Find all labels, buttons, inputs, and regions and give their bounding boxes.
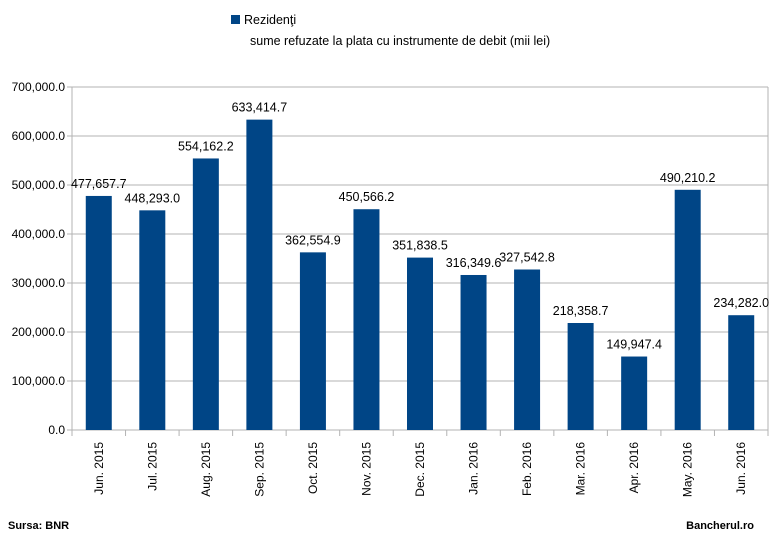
bar	[407, 257, 433, 430]
y-tick-label: 0.0	[48, 423, 65, 437]
data-label: 234,282.0	[713, 296, 769, 310]
data-label: 633,414.7	[232, 101, 288, 115]
bar	[460, 274, 487, 430]
y-tick-label: 500,000.0	[12, 178, 66, 192]
data-label: 450,566.2	[339, 190, 395, 204]
bar	[85, 195, 112, 430]
bar	[192, 158, 219, 431]
bar	[139, 210, 166, 430]
legend-swatch	[231, 15, 240, 24]
legend-series-name: Rezidenţi	[244, 13, 296, 27]
bars	[85, 119, 755, 431]
x-tick-label: Mar. 2016	[574, 442, 588, 496]
y-tick-label: 300,000.0	[12, 276, 66, 290]
y-tick-label: 200,000.0	[12, 325, 66, 339]
legend: Rezidenţi sume refuzate la plata cu inst…	[231, 13, 550, 48]
x-tick-label: Aug. 2015	[199, 442, 213, 497]
y-tick-label: 100,000.0	[12, 374, 66, 388]
data-label: 362,554.9	[285, 233, 341, 247]
legend-subtitle: sume refuzate la plata cu instrumente de…	[250, 34, 550, 48]
bar	[514, 269, 541, 430]
x-tick-label: Jul. 2015	[145, 442, 159, 491]
x-tick-label: Dec. 2015	[413, 442, 427, 497]
bar	[621, 356, 648, 430]
bar	[674, 189, 701, 430]
x-tick-label: Apr. 2016	[627, 442, 641, 494]
data-label: 477,657.7	[71, 177, 127, 191]
bar	[299, 252, 326, 430]
bar	[246, 119, 273, 430]
y-axis: 0.0 100,000.0 200,000.0 300,000.0 400,000.0 5…	[12, 80, 72, 437]
x-tick-label: Jun. 2016	[734, 442, 748, 495]
gridlines	[71, 86, 769, 431]
data-label: 490,210.2	[660, 171, 716, 185]
x-tick-label: Nov. 2015	[359, 442, 373, 496]
data-label: 316,349.6	[446, 256, 502, 270]
y-tick-label: 600,000.0	[12, 129, 66, 143]
data-label: 448,293.0	[125, 191, 181, 205]
y-tick-label: 400,000.0	[12, 227, 66, 241]
bar	[353, 209, 380, 430]
x-tick-label: Feb. 2016	[520, 442, 534, 496]
source-note: Sursa: BNR	[8, 520, 70, 532]
x-axis: Jun. 2015 Jul. 2015 Aug. 2015 Sep. 2015 Oct.…	[71, 430, 769, 497]
x-tick-label: Oct. 2015	[306, 442, 320, 494]
bar	[728, 315, 755, 430]
bar	[567, 323, 594, 430]
x-tick-label: Sep. 2015	[252, 442, 266, 497]
data-label: 327,542.8	[499, 251, 555, 265]
x-tick-label: May. 2016	[681, 442, 695, 497]
y-tick-label: 700,000.0	[12, 80, 66, 94]
x-tick-label: Jun. 2015	[92, 442, 106, 495]
x-tick-label: Jan. 2016	[467, 442, 481, 495]
data-label: 149,947.4	[606, 338, 662, 352]
data-label: 554,162.2	[178, 139, 234, 153]
data-label: 218,358.7	[553, 304, 609, 318]
credit-note: Bancherul.ro	[686, 520, 754, 532]
data-label: 351,838.5	[392, 239, 448, 253]
